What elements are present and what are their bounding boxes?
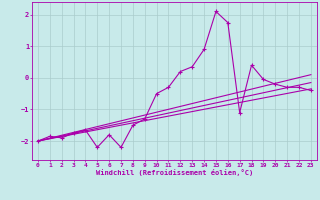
X-axis label: Windchill (Refroidissement éolien,°C): Windchill (Refroidissement éolien,°C) — [96, 169, 253, 176]
